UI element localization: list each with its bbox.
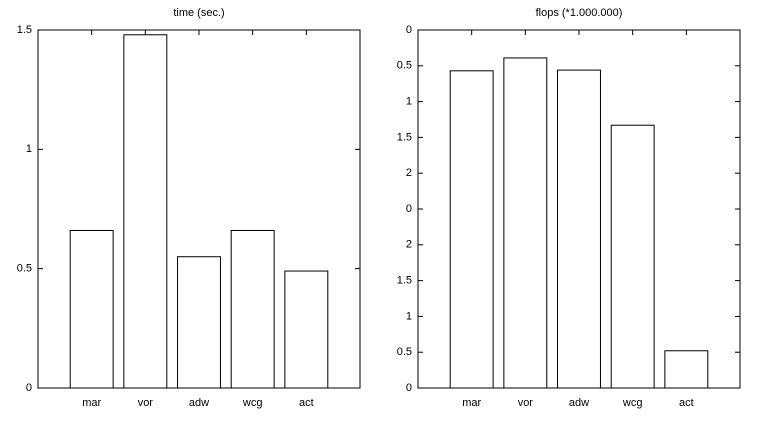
y-tick-label: 1 (406, 310, 412, 322)
x-tick-label: adw (189, 397, 209, 409)
x-tick-label: adw (569, 397, 589, 409)
x-tick-label: wcg (242, 397, 263, 409)
y-tick-label: 1 (26, 143, 32, 155)
y-tick-label: 1.5 (397, 275, 412, 287)
bar (664, 350, 709, 389)
plot-frame (37, 29, 361, 389)
chart-title: flops (*1.000.000) (536, 7, 623, 19)
x-tick-label: act (679, 397, 694, 409)
bar (557, 69, 601, 389)
plot-frame (417, 29, 741, 389)
y-tick-label: 0 (406, 203, 412, 215)
y-tick-label: 2 (406, 167, 412, 179)
y-tick-label: 0.5 (397, 346, 412, 358)
y-tick-label: 0 (406, 24, 412, 36)
bar (69, 229, 114, 389)
bar (230, 229, 275, 389)
chart-title: time (sec.) (173, 7, 224, 19)
y-tick-label: 2 (406, 239, 412, 251)
y-tick-label: 0.5 (17, 263, 32, 275)
y-tick-label: 0.5 (397, 60, 412, 72)
bar (284, 270, 329, 389)
bar (610, 124, 655, 389)
x-tick-label: mar (462, 397, 481, 409)
x-tick-label: act (299, 397, 314, 409)
x-tick-label: wcg (622, 397, 643, 409)
bar (449, 70, 494, 389)
y-tick-label: 0 (406, 382, 412, 394)
y-tick-label: 1.5 (17, 24, 32, 36)
y-tick-label: 1.5 (397, 131, 412, 143)
bar (123, 34, 168, 389)
y-tick-label: 1 (406, 96, 412, 108)
x-tick-label: vor (518, 397, 534, 409)
x-tick-label: mar (82, 397, 101, 409)
x-tick-label: vor (138, 397, 154, 409)
y-tick-label: 0 (26, 382, 32, 394)
bar (177, 256, 221, 389)
bar (503, 57, 548, 389)
